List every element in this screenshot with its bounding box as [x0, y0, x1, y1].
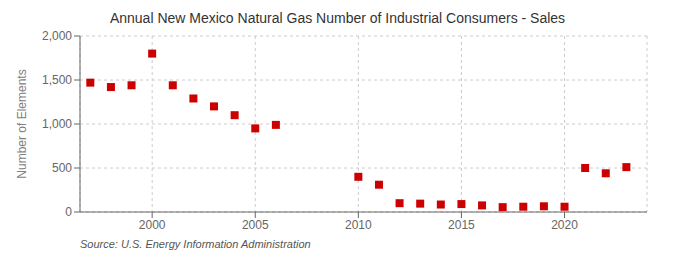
html-text:Source: U.S. Energy Informatio: Source: U.S. Energy Information Administ… — [80, 238, 311, 250]
svg-text:0: 0 — [65, 205, 72, 219]
svg-text:2005: 2005 — [242, 218, 269, 232]
svg-text:2000: 2000 — [139, 218, 166, 232]
svg-text:2010: 2010 — [345, 218, 372, 232]
svg-text:2020: 2020 — [551, 218, 578, 232]
svg-text:Number of Elements: Number of Elements — [15, 69, 29, 178]
svg-text:2015: 2015 — [448, 218, 475, 232]
svg-text:500: 500 — [52, 161, 72, 175]
svg-text:2,000: 2,000 — [42, 29, 72, 43]
svg-text:1,000: 1,000 — [42, 117, 72, 131]
html-text:Annual New Mexico Natural Gas: Annual New Mexico Natural Gas Number of … — [109, 10, 566, 26]
svg-text:1,500: 1,500 — [42, 73, 72, 87]
